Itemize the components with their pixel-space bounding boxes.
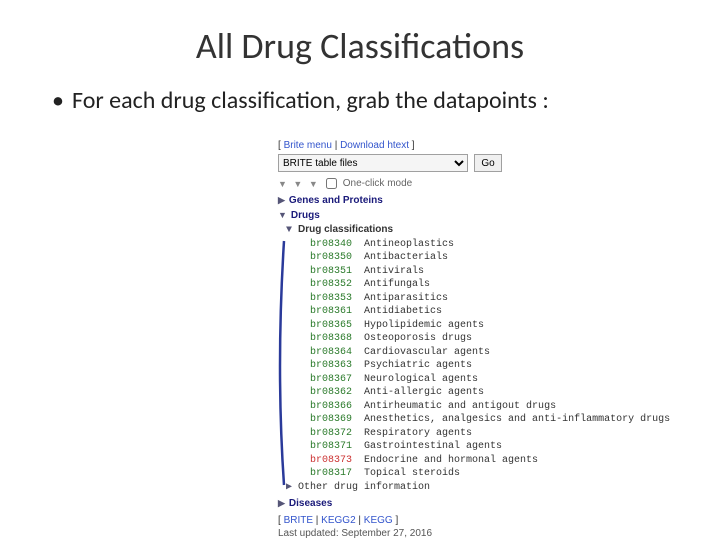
item-label: Topical steroids — [352, 468, 460, 479]
one-click-label: One-click mode — [343, 178, 412, 189]
tree-item[interactable]: br08372 Respiratory agents — [286, 427, 708, 441]
tree-item[interactable]: br08365 Hypolipidemic agents — [286, 319, 708, 333]
item-label: Antiparasitics — [352, 293, 448, 304]
item-code: br08365 — [310, 320, 352, 331]
item-label: Anesthetics, analgesics and anti-inflamm… — [352, 414, 670, 425]
tree-item[interactable]: br08369 Anesthetics, analgesics and anti… — [286, 413, 708, 427]
item-label: Antibacterials — [352, 252, 448, 263]
last-updated: Last updated: September 27, 2016 — [278, 528, 708, 539]
item-code: br08362 — [310, 387, 352, 398]
one-click-checkbox[interactable] — [326, 178, 337, 189]
mode-row: ▼ ▼ ▼ One-click mode — [278, 178, 708, 189]
item-label: Hypolipidemic agents — [352, 320, 484, 331]
footer-link-brite[interactable]: BRITE — [284, 515, 313, 526]
tree-other-info[interactable]: ▶ Other drug information — [286, 481, 708, 495]
slide-title: All Drug Classifications — [0, 0, 720, 86]
collapsed-arrow-icon: ▶ — [278, 498, 285, 508]
brite-panel: [ Brite menu | Download htext ] BRITE ta… — [278, 140, 708, 539]
section-genes[interactable]: ▶Genes and Proteins — [278, 195, 708, 206]
bullet-item: For each drug classification, grab the d… — [52, 86, 680, 116]
item-code: br08363 — [310, 360, 352, 371]
tree-item[interactable]: br08361 Antidiabetics — [286, 305, 708, 319]
item-label: Antirheumatic and antigout drugs — [352, 401, 556, 412]
tree-item[interactable]: br08353 Antiparasitics — [286, 292, 708, 306]
item-label: Anti-allergic agents — [352, 387, 484, 398]
item-label: Endocrine and hormonal agents — [352, 455, 538, 466]
bullet-list: For each drug classification, grab the d… — [0, 86, 720, 116]
section-drugs[interactable]: ▼Drugs — [278, 210, 708, 221]
item-label: Psychiatric agents — [352, 360, 472, 371]
go-button[interactable]: Go — [474, 154, 502, 172]
item-label: Antineoplastics — [352, 239, 454, 250]
item-label: Antivirals — [352, 266, 424, 277]
tree-item[interactable]: br08317 Topical steroids — [286, 467, 708, 481]
item-label: Antidiabetics — [352, 306, 442, 317]
item-code: br08351 — [310, 266, 352, 277]
footer-links: [ BRITE | KEGG2 | KEGG ] — [278, 515, 708, 526]
tree-item[interactable]: br08367 Neurological agents — [286, 373, 708, 387]
tree-item[interactable]: br08371 Gastrointestinal agents — [286, 440, 708, 454]
item-code: br08373 — [310, 455, 352, 466]
brite-menu-link[interactable]: Brite menu — [284, 140, 332, 151]
item-code: br08372 — [310, 428, 352, 439]
item-label: Respiratory agents — [352, 428, 472, 439]
expanded-arrow-icon: ▼ — [278, 210, 287, 220]
item-label: Antifungals — [352, 279, 430, 290]
footer-link-kegg2[interactable]: KEGG2 — [321, 515, 355, 526]
tree-item[interactable]: br08352 Antifungals — [286, 278, 708, 292]
expand-triangles-icon[interactable]: ▼ ▼ ▼ — [278, 179, 320, 189]
tree-item[interactable]: br08364 Cardiovascular agents — [286, 346, 708, 360]
select-row: BRITE table files Go — [278, 154, 708, 172]
panel-footer: [ BRITE | KEGG2 | KEGG ] Last updated: S… — [278, 515, 708, 539]
tree-item[interactable]: br08351 Antivirals — [286, 265, 708, 279]
tree-item[interactable]: br08340 Antineoplastics — [286, 238, 708, 252]
tree-header[interactable]: ▼ Drug classifications — [286, 223, 708, 238]
item-code: br08364 — [310, 347, 352, 358]
item-code: br08369 — [310, 414, 352, 425]
item-code: br08368 — [310, 333, 352, 344]
item-label: Cardiovascular agents — [352, 347, 490, 358]
tree-item[interactable]: br08366 Antirheumatic and antigout drugs — [286, 400, 708, 414]
collapsed-arrow-icon: ▶ — [278, 195, 285, 205]
item-code: br08361 — [310, 306, 352, 317]
section-diseases[interactable]: ▶Diseases — [278, 498, 708, 509]
tree-item[interactable]: br08368 Osteoporosis drugs — [286, 332, 708, 346]
tree-item[interactable]: br08363 Psychiatric agents — [286, 359, 708, 373]
item-label: Gastrointestinal agents — [352, 441, 502, 452]
tree-item[interactable]: br08350 Antibacterials — [286, 251, 708, 265]
footer-link-kegg[interactable]: KEGG — [364, 515, 393, 526]
item-code: br08371 — [310, 441, 352, 452]
brite-table-select[interactable]: BRITE table files — [278, 154, 468, 172]
item-code: br08366 — [310, 401, 352, 412]
item-label: Neurological agents — [352, 374, 478, 385]
tree-item[interactable]: br08373 Endocrine and hormonal agents — [286, 454, 708, 468]
item-code: br08352 — [310, 279, 352, 290]
item-code: br08317 — [310, 468, 352, 479]
item-code: br08340 — [310, 239, 352, 250]
item-code: br08353 — [310, 293, 352, 304]
item-code: br08367 — [310, 374, 352, 385]
item-label: Osteoporosis drugs — [352, 333, 472, 344]
drug-tree: ▼ Drug classifications br08340 Antineopl… — [286, 223, 708, 494]
item-code: br08350 — [310, 252, 352, 263]
top-links: [ Brite menu | Download htext ] — [278, 140, 708, 151]
tree-item[interactable]: br08362 Anti-allergic agents — [286, 386, 708, 400]
download-htext-link[interactable]: Download htext — [340, 140, 409, 151]
